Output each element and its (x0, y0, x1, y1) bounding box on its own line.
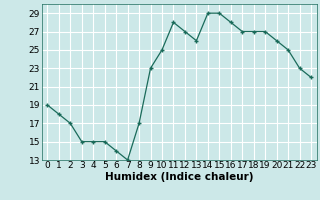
X-axis label: Humidex (Indice chaleur): Humidex (Indice chaleur) (105, 172, 253, 182)
